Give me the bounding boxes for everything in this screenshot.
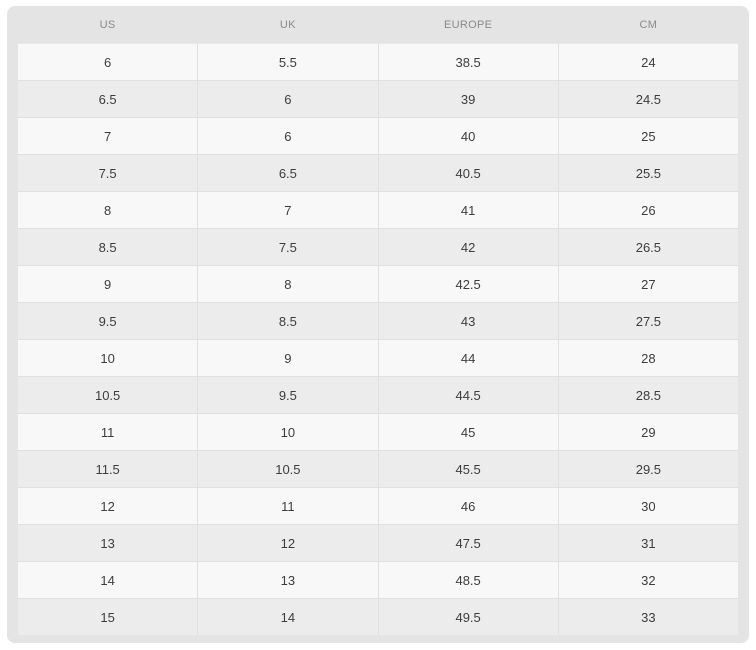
table-row: 6 5.5 38.5 24 [16, 43, 740, 81]
table-cell: 8.5 [16, 228, 199, 266]
table-cell: 43 [377, 302, 559, 340]
table-cell: 14 [16, 561, 199, 599]
table-cell: 33 [557, 598, 740, 636]
table-cell: 28.5 [557, 376, 740, 414]
table-cell: 27.5 [557, 302, 740, 340]
table-row: 13 12 47.5 31 [16, 524, 740, 562]
table-cell: 8 [16, 191, 199, 229]
table-row: 8.5 7.5 42 26.5 [16, 228, 740, 266]
table-row: 15 14 49.5 33 [16, 598, 740, 636]
table-cell: 25.5 [557, 154, 740, 192]
table-row: 11 10 45 29 [16, 413, 740, 451]
table-cell: 29 [557, 413, 740, 451]
table-cell: 32 [557, 561, 740, 599]
table-cell: 6 [197, 80, 379, 118]
table-row: 14 13 48.5 32 [16, 561, 740, 599]
table-cell: 8 [197, 265, 379, 303]
table-row: 6.5 6 39 24.5 [16, 80, 740, 118]
table-cell: 25 [557, 117, 740, 155]
table-cell: 9.5 [16, 302, 199, 340]
table-cell: 24.5 [557, 80, 740, 118]
table-cell: 11 [197, 487, 379, 525]
table-row: 7.5 6.5 40.5 25.5 [16, 154, 740, 192]
table-cell: 42 [377, 228, 559, 266]
table-row: 12 11 46 30 [16, 487, 740, 525]
table-body: 6 5.5 38.5 24 6.5 6 39 24.5 7 6 40 25 7.5 6.5 40.5 25.5… [16, 43, 740, 636]
table-cell: 6 [16, 43, 199, 81]
table-cell: 9.5 [197, 376, 379, 414]
table-cell: 15 [16, 598, 199, 636]
table-cell: 7.5 [197, 228, 379, 266]
column-header-uk: UK [279, 18, 296, 31]
table-row: 11.5 10.5 45.5 29.5 [16, 450, 740, 488]
table-cell: 26.5 [557, 228, 740, 266]
table-cell: 28 [557, 339, 740, 377]
table-header-row: US UK EUROPE CM [18, 6, 739, 44]
table-row: 10.5 9.5 44.5 28.5 [16, 376, 740, 414]
table-cell: 10.5 [197, 450, 379, 488]
table-cell: 5.5 [197, 43, 379, 81]
table-cell: 27 [557, 265, 740, 303]
table-header: US UK EUROPE CM [18, 6, 739, 44]
table-cell: 6.5 [197, 154, 379, 192]
table-cell: 10 [197, 413, 379, 451]
table-cell: 39 [377, 80, 559, 118]
table-cell: 45.5 [377, 450, 559, 488]
column-header-us: US [99, 18, 116, 31]
table-cell: 9 [197, 339, 379, 377]
table-cell: 44 [377, 339, 559, 377]
table-cell: 26 [557, 191, 740, 229]
size-chart-panel: US UK EUROPE CM 6 5.5 38.5 24 6.5 6 39 24.5 7 6 40… [7, 6, 749, 643]
table-cell: 46 [377, 487, 559, 525]
table-cell: 6 [197, 117, 379, 155]
table-cell: 13 [16, 524, 199, 562]
size-conversion-table: US UK EUROPE CM 6 5.5 38.5 24 6.5 6 39 24.5 7 6 40… [16, 6, 740, 636]
table-cell: 49.5 [377, 598, 559, 636]
table-cell: 40 [377, 117, 559, 155]
column-header-europe: EUROPE [443, 18, 493, 31]
table-row: 10 9 44 28 [16, 339, 740, 377]
table-cell: 24 [557, 43, 740, 81]
table-cell: 48.5 [377, 561, 559, 599]
table-cell: 29.5 [557, 450, 740, 488]
table-row: 9.5 8.5 43 27.5 [16, 302, 740, 340]
table-row: 9 8 42.5 27 [16, 265, 740, 303]
table-cell: 8.5 [197, 302, 379, 340]
table-cell: 30 [557, 487, 740, 525]
table-cell: 7 [16, 117, 199, 155]
table-cell: 7 [197, 191, 379, 229]
table-cell: 9 [16, 265, 199, 303]
table-cell: 45 [377, 413, 559, 451]
table-cell: 47.5 [377, 524, 559, 562]
table-cell: 10.5 [16, 376, 199, 414]
table-cell: 44.5 [377, 376, 559, 414]
table-cell: 12 [16, 487, 199, 525]
table-cell: 13 [197, 561, 379, 599]
table-cell: 7.5 [16, 154, 199, 192]
column-header-cm: CM [639, 18, 658, 31]
table-cell: 11 [16, 413, 199, 451]
table-cell: 38.5 [377, 43, 559, 81]
table-cell: 6.5 [16, 80, 199, 118]
table-cell: 12 [197, 524, 379, 562]
table-cell: 10 [16, 339, 199, 377]
table-cell: 14 [197, 598, 379, 636]
table-row: 8 7 41 26 [16, 191, 740, 229]
table-cell: 31 [557, 524, 740, 562]
table-cell: 41 [377, 191, 559, 229]
table-cell: 40.5 [377, 154, 559, 192]
table-cell: 42.5 [377, 265, 559, 303]
table-cell: 11.5 [16, 450, 199, 488]
table-row: 7 6 40 25 [16, 117, 740, 155]
